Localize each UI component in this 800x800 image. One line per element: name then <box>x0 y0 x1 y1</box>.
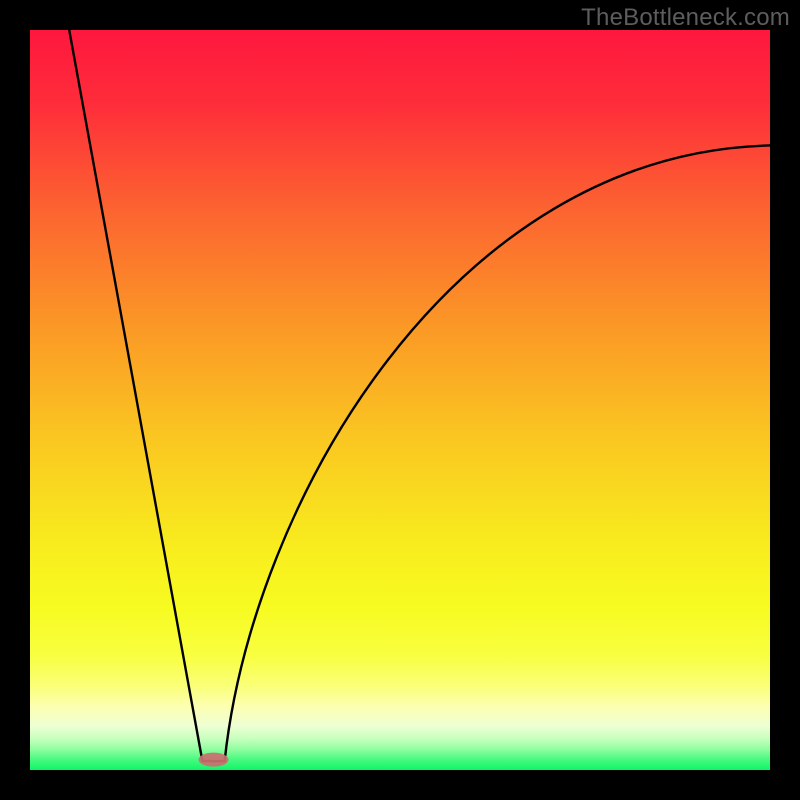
chart-container: TheBottleneck.com <box>0 0 800 800</box>
optimal-marker <box>199 753 229 767</box>
chart-plot-area <box>30 30 770 770</box>
attribution-label: TheBottleneck.com <box>581 4 790 32</box>
bottleneck-chart <box>0 0 800 800</box>
